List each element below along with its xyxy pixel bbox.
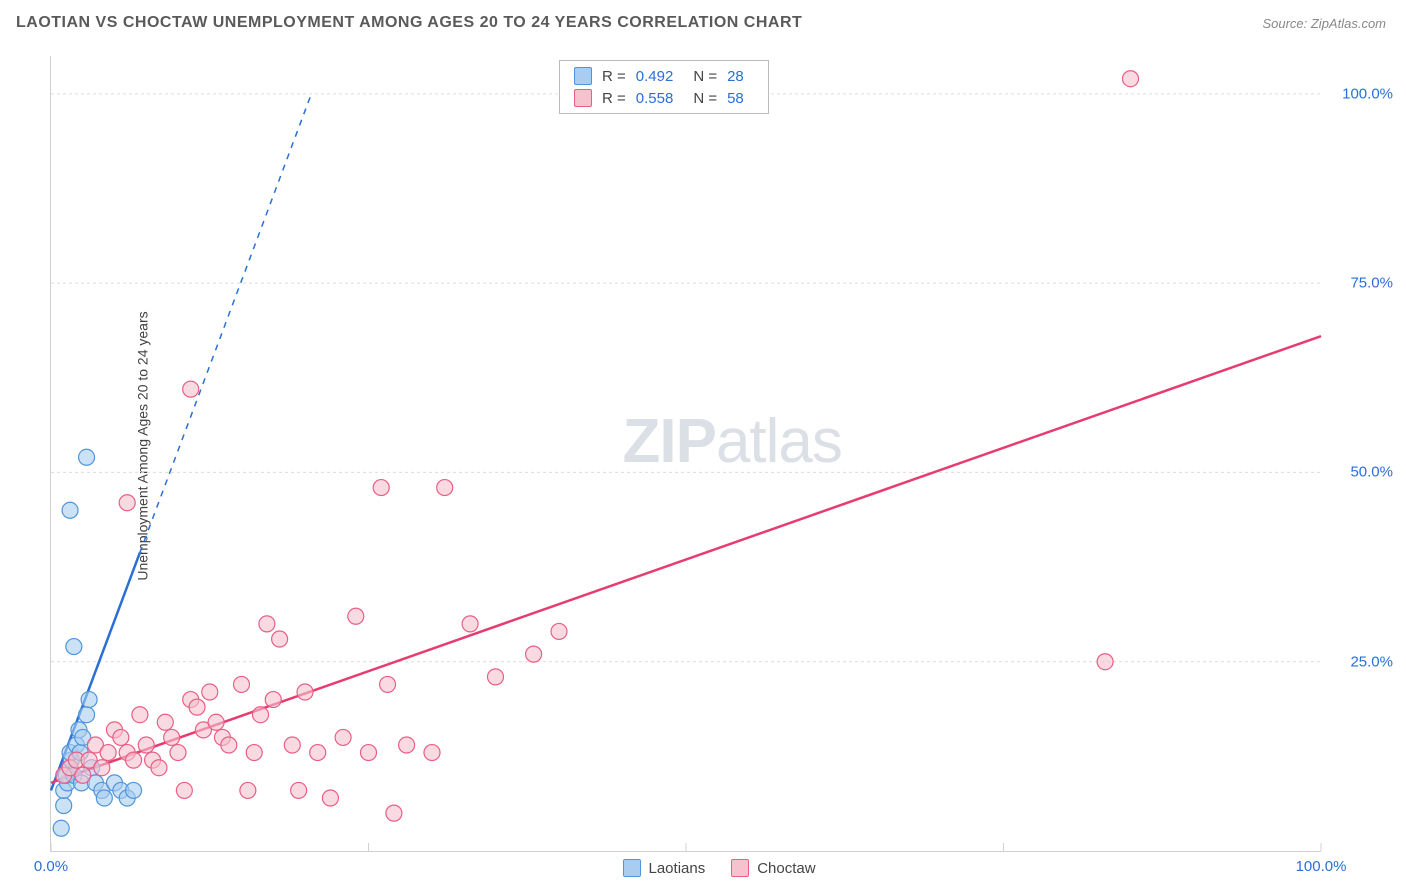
y-tick-100: 100.0% [1342, 85, 1393, 102]
x-tick-0: 0.0% [34, 858, 68, 875]
y-tick-75: 75.0% [1350, 275, 1393, 292]
n-label: N = [693, 90, 717, 107]
swatch-laotians [574, 67, 592, 85]
r-value-laotians: 0.492 [636, 68, 674, 85]
bottom-legend: Laotians Choctaw [623, 859, 816, 877]
chart-plot-area: ZIPatlas R = 0.492 N = 28 R = 0.558 N = … [50, 56, 1321, 852]
swatch-choctaw [574, 89, 592, 107]
scatter-chart-svg [51, 56, 1321, 851]
n-label: N = [693, 68, 717, 85]
x-tick-100: 100.0% [1296, 858, 1347, 875]
n-value-laotians: 28 [727, 68, 744, 85]
stats-row-laotians: R = 0.492 N = 28 [560, 65, 768, 87]
y-tick-25: 25.0% [1350, 653, 1393, 670]
legend-label-laotians: Laotians [649, 860, 706, 877]
legend-item-laotians: Laotians [623, 859, 706, 877]
source-attribution: Source: ZipAtlas.com [1262, 16, 1386, 31]
r-label: R = [602, 68, 626, 85]
stats-legend-box: R = 0.492 N = 28 R = 0.558 N = 58 [559, 60, 769, 114]
r-value-choctaw: 0.558 [636, 90, 674, 107]
r-label: R = [602, 90, 626, 107]
chart-title: LAOTIAN VS CHOCTAW UNEMPLOYMENT AMONG AG… [16, 14, 802, 32]
stats-row-choctaw: R = 0.558 N = 58 [560, 87, 768, 109]
swatch-laotians-icon [623, 859, 641, 877]
legend-label-choctaw: Choctaw [757, 860, 815, 877]
swatch-choctaw-icon [731, 859, 749, 877]
y-tick-50: 50.0% [1350, 464, 1393, 481]
n-value-choctaw: 58 [727, 90, 744, 107]
legend-item-choctaw: Choctaw [731, 859, 815, 877]
